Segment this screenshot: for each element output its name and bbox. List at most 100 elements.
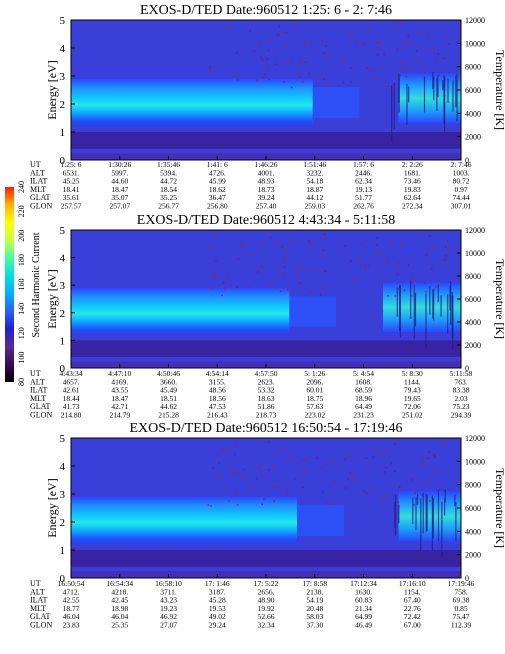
ephemeris-cell: 42.45 — [111, 596, 128, 605]
noise-speck — [291, 59, 293, 61]
band-streak — [455, 75, 457, 108]
colorbar-tick-label: 80 — [17, 378, 26, 386]
ephemeris-cell: 259.03 — [304, 202, 325, 211]
noise-speck — [302, 486, 304, 488]
noise-speck — [260, 56, 262, 59]
y2-tick-label: 6000 — [465, 504, 481, 513]
ephemeris-cell: 83.38 — [453, 386, 470, 395]
noise-speck — [414, 492, 417, 494]
noise-speck — [432, 47, 435, 50]
noise-speck — [359, 258, 362, 260]
noise-speck — [447, 36, 449, 39]
ephemeris-cell: 67.40 — [404, 596, 421, 605]
ephemeris-row-label: MLT — [30, 185, 46, 194]
band-streak — [399, 285, 401, 338]
noise-speck — [257, 467, 259, 469]
ephemeris-cell: 48.56 — [209, 386, 226, 395]
ephemeris-cell: 2623. — [258, 377, 275, 386]
band-streak — [408, 86, 410, 103]
band-streak — [431, 495, 433, 551]
ephemeris-cell: 22.76 — [404, 604, 421, 613]
ephemeris-cell: 46.04 — [111, 612, 128, 621]
noise-speck — [363, 43, 366, 45]
ephemeris-cell: 25.35 — [111, 621, 128, 630]
noise-speck — [284, 62, 286, 65]
noise-speck — [350, 260, 352, 262]
noise-speck — [261, 503, 264, 505]
colorbar-tick-label: 220 — [17, 205, 26, 217]
ephemeris-cell: 46.04 — [63, 612, 80, 621]
noise-speck — [226, 278, 229, 281]
band-streak — [406, 83, 408, 125]
noise-speck — [365, 492, 368, 495]
noise-speck — [396, 273, 399, 276]
ephemeris-cell: 1681. — [404, 168, 421, 177]
y2-tick-label: 8000 — [465, 272, 481, 281]
noise-speck — [349, 472, 351, 474]
ephemeris-cell: 32.34 — [258, 621, 275, 630]
y2-tick-label: 2000 — [465, 551, 481, 560]
noise-speck — [407, 36, 409, 38]
band-streak — [444, 489, 446, 503]
noise-speck — [434, 455, 436, 458]
ephemeris-cell: 62.64 — [404, 193, 421, 202]
ephemeris-cell: 45.49 — [160, 386, 177, 395]
noise-speck — [215, 235, 217, 237]
noise-speck — [283, 81, 285, 83]
ephemeris-cell: 51.77 — [355, 193, 372, 202]
ephemeris-cell: 5:11:58 — [450, 369, 473, 378]
band-streak — [425, 293, 427, 349]
spectrogram-right-patch — [398, 491, 461, 542]
ephemeris-cell: 18.54 — [160, 185, 177, 194]
noise-speck — [372, 78, 374, 81]
noise-speck — [208, 70, 211, 73]
noise-speck — [345, 487, 347, 489]
noise-speck — [350, 31, 352, 34]
noise-speck — [234, 453, 236, 456]
noise-speck — [381, 454, 383, 456]
noise-speck — [400, 244, 403, 246]
y2-axis-label: Temperature [K] — [493, 468, 505, 548]
noise-speck — [308, 239, 310, 242]
ephemeris-cell: 18.63 — [258, 394, 275, 403]
noise-speck — [276, 485, 279, 488]
ephemeris-cell: 231.23 — [353, 411, 374, 420]
ephemeris-row-label: GLON — [30, 621, 52, 630]
noise-speck — [296, 462, 298, 465]
colorbar-tick-label: 180 — [17, 254, 26, 266]
ephemeris-cell: 4726. — [209, 168, 226, 177]
ephemeris-cell: 72.42 — [404, 612, 421, 621]
noise-speck — [278, 25, 281, 28]
noise-speck — [352, 279, 354, 282]
ephemeris-cell: 1:46:26 — [255, 160, 278, 169]
ephemeris-cell: 0.97 — [454, 185, 467, 194]
band-streak — [444, 498, 446, 516]
noise-speck — [327, 83, 329, 85]
noise-speck — [236, 504, 239, 506]
noise-speck — [308, 73, 310, 75]
y2-tick-label: 12000 — [465, 16, 485, 25]
y-axis-label: Energy [eV] — [45, 60, 59, 119]
ephemeris-cell: 257.57 — [61, 202, 82, 211]
noise-speck — [259, 43, 261, 46]
spectrogram-band-fade — [312, 87, 360, 118]
y2-tick-label: 8000 — [465, 481, 481, 490]
noise-speck — [293, 23, 295, 26]
chart-title: EXOS-D/TED Date:960512 4:43:34 - 5:11:58 — [137, 213, 395, 228]
noise-speck — [323, 233, 326, 235]
noise-speck — [273, 465, 275, 468]
ephemeris-cell: 18.62 — [209, 185, 226, 194]
noise-speck — [239, 245, 242, 248]
noise-speck — [261, 474, 263, 476]
noise-speck — [278, 266, 280, 268]
ephemeris-cell: 46.49 — [355, 621, 372, 630]
ephemeris-cell: 57.63 — [306, 402, 323, 411]
noise-speck — [249, 253, 251, 256]
band-streak — [447, 294, 449, 334]
ephemeris-cell: 29.24 — [209, 621, 226, 630]
ephemeris-row-label: UT — [30, 369, 41, 378]
ephemeris-cell: 4:50:46 — [157, 369, 180, 378]
spectrogram-lowband — [71, 132, 461, 149]
